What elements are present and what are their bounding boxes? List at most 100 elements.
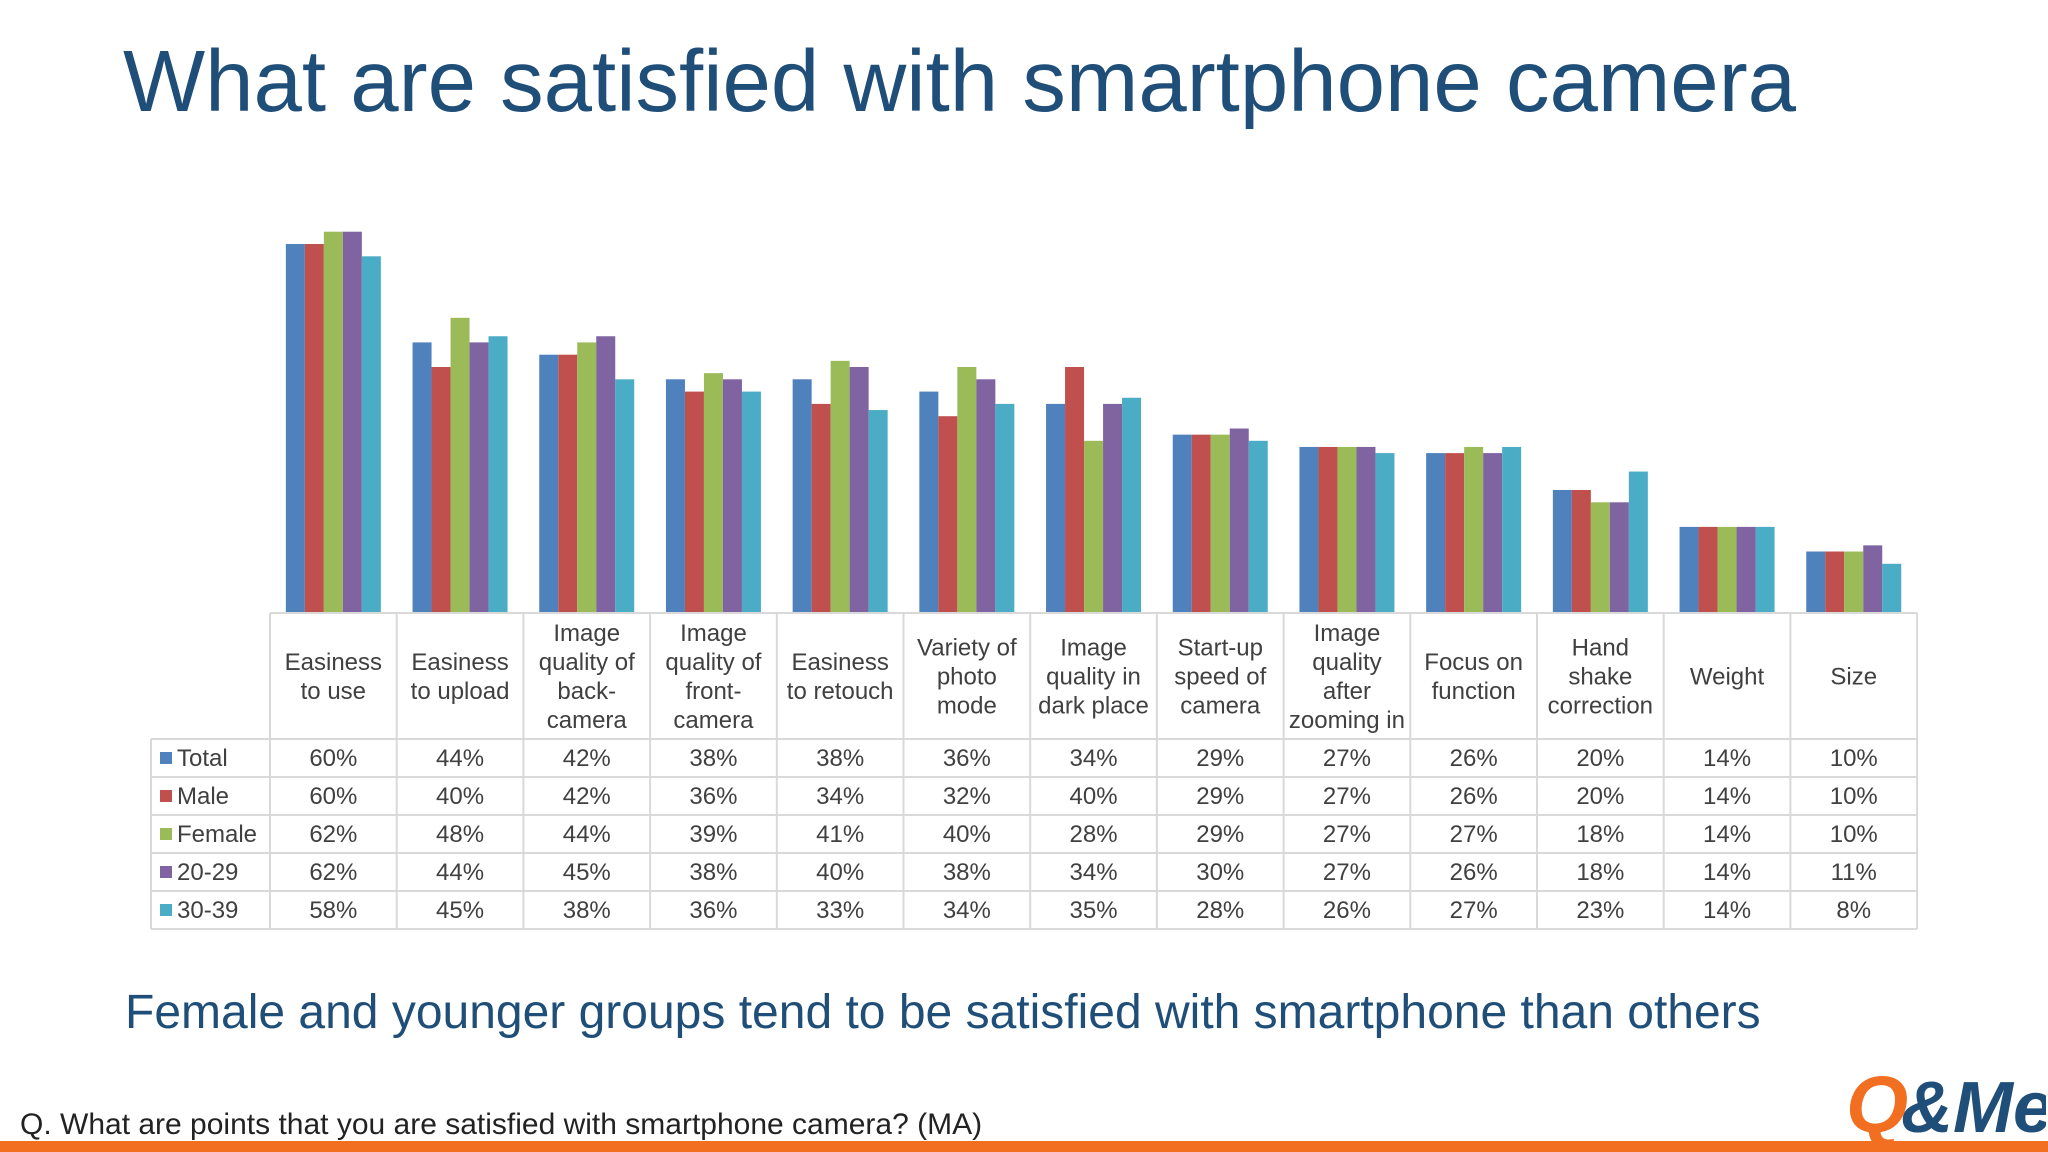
bar: [615, 379, 635, 613]
survey-question-note: Q. What are points that you are satisfie…: [20, 1108, 983, 1141]
bar: [1863, 545, 1883, 613]
legend-swatch: [160, 790, 172, 802]
bar: [1172, 434, 1192, 613]
page-title: What are satisfied with smartphone camer…: [123, 33, 1797, 130]
legend-series-name: Male: [177, 783, 229, 810]
key-finding-text: Female and younger groups tend to be sat…: [125, 986, 1761, 1039]
data-value-cell: 62%: [309, 859, 357, 886]
data-value-cell: 11%: [1831, 859, 1877, 886]
data-value-cell: 14%: [1703, 821, 1751, 848]
data-value-cell: 42%: [563, 783, 611, 810]
bar: [412, 342, 432, 613]
category-label: Image quality of back-camera: [539, 620, 635, 734]
category-label: Weight: [1690, 663, 1765, 690]
data-value-cell: 27%: [1323, 859, 1371, 886]
legend-series-name: Female: [177, 821, 257, 848]
data-value-cell: 44%: [563, 821, 611, 848]
data-value-cell: 38%: [943, 859, 991, 886]
legend-swatch: [160, 866, 172, 878]
data-value-cell: 32%: [943, 783, 991, 810]
data-table: Easiness to use Easiness to upload Image qual…: [150, 612, 1919, 930]
legend-series-name: 20-29: [177, 859, 238, 886]
footer-accent-bar: [0, 1141, 2048, 1152]
data-value-cell: 27%: [1323, 783, 1371, 810]
data-value-cell: 41%: [816, 821, 864, 848]
category-label: Variety of photo mode: [917, 634, 1017, 719]
bar: [1483, 453, 1503, 613]
qandme-logo: Q &Me: [1846, 1060, 2046, 1142]
bar: [665, 379, 685, 613]
data-value-cell: 14%: [1703, 783, 1751, 810]
bar: [1065, 367, 1085, 613]
bar: [1210, 434, 1230, 613]
data-value-cell: 10%: [1830, 821, 1878, 848]
bar: [976, 379, 996, 613]
bar: [919, 391, 939, 613]
bar: [1502, 446, 1522, 613]
bars-group: [285, 231, 1902, 613]
bar: [1755, 526, 1775, 613]
bar: [1191, 434, 1211, 613]
bar: [1445, 453, 1465, 613]
data-value-cell: 34%: [1070, 859, 1118, 886]
data-value-cell: 26%: [1323, 897, 1371, 924]
bar: [684, 391, 704, 613]
bar: [1464, 446, 1484, 613]
data-value-cell: 27%: [1323, 745, 1371, 772]
data-value-cell: 39%: [689, 821, 737, 848]
bar: [1248, 440, 1268, 613]
bar: [849, 367, 869, 613]
legend-swatch: [160, 752, 172, 764]
data-value-cell: 38%: [689, 859, 737, 886]
bar: [1628, 471, 1648, 613]
bar: [1571, 490, 1591, 613]
bar: [1122, 397, 1142, 613]
data-value-cell: 40%: [436, 783, 484, 810]
data-value-cell: 35%: [1070, 897, 1118, 924]
category-label: Image quality of front-camera: [665, 620, 761, 734]
bar: [1084, 440, 1104, 613]
bar: [361, 256, 381, 613]
category-label: Focus on function: [1424, 649, 1523, 705]
data-value-cell: 28%: [1196, 897, 1244, 924]
data-value-cell: 14%: [1703, 897, 1751, 924]
bar: [558, 354, 578, 613]
bar: [1046, 403, 1066, 613]
category-label: Image quality in dark place: [1038, 634, 1149, 719]
bar: [1375, 453, 1395, 613]
bar: [1356, 446, 1376, 613]
bar: [450, 317, 470, 613]
bar: [1806, 551, 1826, 613]
bar: [1844, 551, 1864, 613]
data-value-cell: 48%: [436, 821, 484, 848]
bar: [577, 342, 597, 613]
data-value-cell: 26%: [1450, 859, 1498, 886]
category-label: Hand shake correction: [1548, 634, 1653, 719]
legend-swatch: [160, 904, 172, 916]
legend-series-name: Total: [177, 745, 228, 772]
data-value-cell: 36%: [943, 745, 991, 772]
data-value-cell: 27%: [1323, 821, 1371, 848]
legend-series-name: 30-39: [177, 897, 238, 924]
data-value-cell: 40%: [1070, 783, 1118, 810]
logo-me-letters: &Me: [1901, 1068, 2046, 1142]
bar: [1679, 526, 1699, 613]
bar: [792, 379, 812, 613]
data-value-cell: 14%: [1703, 859, 1751, 886]
bar: [741, 391, 761, 613]
data-value-cell: 40%: [816, 859, 864, 886]
data-value-cell: 36%: [689, 897, 737, 924]
bar: [1299, 446, 1319, 613]
data-value-cell: 20%: [1576, 783, 1624, 810]
data-value-cell: 26%: [1450, 745, 1498, 772]
data-value-cell: 28%: [1070, 821, 1118, 848]
legend-swatch: [160, 828, 172, 840]
data-value-cell: 29%: [1196, 745, 1244, 772]
bar: [342, 231, 362, 613]
bar: [1337, 446, 1357, 613]
bar: [811, 403, 831, 613]
data-value-cell: 60%: [309, 745, 357, 772]
data-value-cell: 29%: [1196, 821, 1244, 848]
data-value-cell: 30%: [1196, 859, 1244, 886]
